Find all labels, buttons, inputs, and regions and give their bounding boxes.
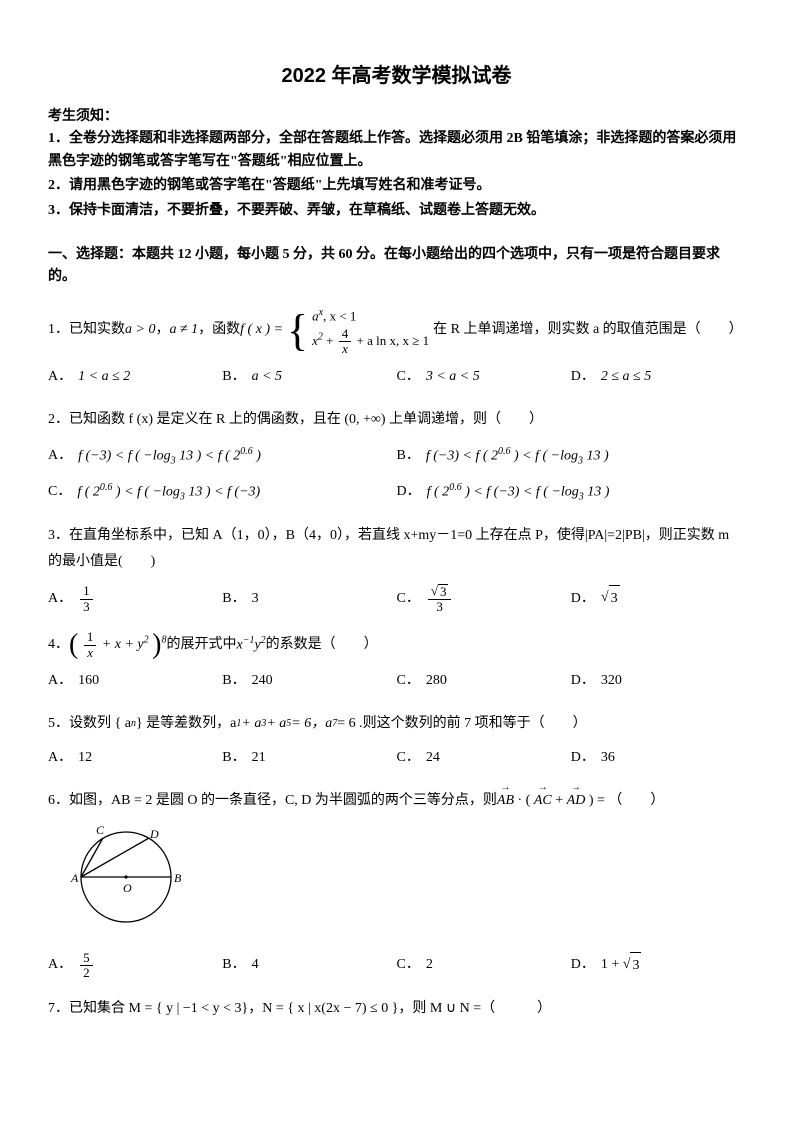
question-1: 1．已知实数 a > 0 ， a ≠ 1 ，函数 f ( x ) = { ax,…: [48, 305, 745, 391]
q1-pre: 1．已知实数: [48, 317, 125, 344]
q1-sep1: ，: [155, 317, 169, 344]
question-7: 7．已知集合 M = { y | −1 < y < 3}，N = { x | x…: [48, 996, 745, 1023]
q5-options: A．12 B．21 C．24 D．36: [48, 745, 745, 772]
q1-cond1: a > 0: [125, 317, 155, 344]
notice-heading: 考生须知：: [48, 106, 745, 128]
q4-post1: 的展开式中: [166, 632, 236, 659]
q4-expression: ( 1x + x + y2 )8: [69, 630, 166, 660]
svg-text:D: D: [149, 827, 159, 841]
q7-text: 7．已知集合 M = { y | −1 < y < 3}，N = { x | x…: [48, 996, 745, 1023]
svg-text:C: C: [96, 823, 105, 837]
q1-post: 在 R 上单调递增，则实数 a 的取值范围是（ ）: [433, 317, 743, 344]
q4-term: x−1y2: [236, 631, 265, 659]
q6-options: A． 52 B．4 C．2 D． 1 + 3: [48, 951, 745, 981]
q1-mid: ，函数: [198, 317, 240, 344]
q1-piecewise: { ax, x < 1 x2 + 4x + a ln x, x ≥ 1: [287, 305, 429, 357]
q6-diagram: A B C D O: [68, 822, 745, 943]
question-3: 3．在直角坐标系中，已知 A（1，0），B（4，0），若直线 x+my－1=0 …: [48, 523, 745, 615]
q3-text: 3．在直角坐标系中，已知 A（1，0），B（4，0），若直线 x+my－1=0 …: [48, 523, 745, 576]
q1-cond2: a ≠ 1: [169, 317, 198, 344]
question-2: 2．已知函数 f (x) 是定义在 R 上的偶函数，且在 (0, +∞) 上单调…: [48, 407, 745, 507]
q1-options: A．1 < a ≤ 2 B．a < 5 C．3 < a < 5 D．2 ≤ a …: [48, 364, 745, 391]
notice-2: 2．请用黑色字迹的钢笔或答字笔在"答题纸"上先填写姓名和准考证号。: [48, 175, 745, 197]
section-1-heading: 一、选择题：本题共 12 小题，每小题 5 分，共 60 分。在每小题给出的四个…: [48, 244, 745, 289]
svg-text:A: A: [70, 871, 79, 885]
question-5: 5．设数列 { an } 是等差数列，a1 + a3 + a5 = 6，a7 =…: [48, 711, 745, 772]
q4-pre: 4．: [48, 632, 69, 659]
notice-1: 1．全卷分选择题和非选择题两部分，全部在答题纸上作答。选择题必须用 2B 铅笔填…: [48, 128, 745, 173]
circle-svg: A B C D O: [68, 822, 208, 932]
svg-text:B: B: [174, 871, 182, 885]
q4-options: A．160 B．240 C．280 D．320: [48, 668, 745, 695]
q1-fx: f ( x ) =: [240, 317, 283, 344]
q2-options-row2: C． f ( 20.6 ) < f ( −log3 13 ) < f (−3) …: [48, 478, 745, 506]
q2-text: 2．已知函数 f (x) 是定义在 R 上的偶函数，且在 (0, +∞) 上单调…: [48, 407, 745, 434]
exam-title: 2022 年高考数学模拟试卷: [48, 60, 745, 92]
question-6: 6．如图，AB = 2 是圆 O 的一条直径，C, D 为半圆弧的两个三等分点，…: [48, 788, 745, 981]
notice-3: 3．保持卡面清洁，不要折叠，不要弄破、弄皱，在草稿纸、试题卷上答题无效。: [48, 200, 745, 222]
q2-options-row1: A． f (−3) < f ( −log3 13 ) < f ( 20.6 ) …: [48, 442, 745, 470]
question-4: 4． ( 1x + x + y2 )8 的展开式中 x−1y2 的系数是（ ） …: [48, 630, 745, 694]
q4-post2: 的系数是（ ）: [266, 632, 378, 659]
q3-options: A． 13 B．3 C． 33 D． 3: [48, 584, 745, 615]
svg-text:O: O: [123, 881, 132, 895]
